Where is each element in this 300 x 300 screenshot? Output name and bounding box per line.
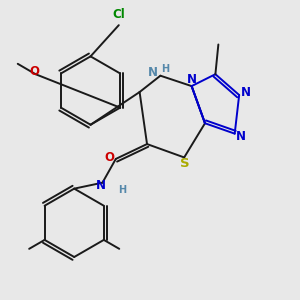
Text: N: N [236, 130, 246, 142]
Text: N: N [96, 179, 106, 192]
Text: S: S [180, 158, 190, 170]
Text: Cl: Cl [112, 8, 125, 21]
Text: N: N [187, 73, 196, 86]
Text: N: N [148, 66, 158, 79]
Text: H: H [118, 185, 126, 195]
Text: O: O [104, 151, 114, 164]
Text: N: N [241, 86, 251, 99]
Text: O: O [29, 65, 39, 78]
Text: H: H [161, 64, 169, 74]
